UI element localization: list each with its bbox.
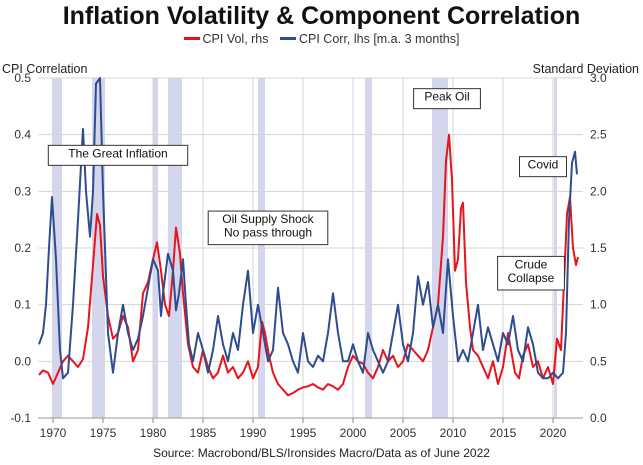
legend-label-cpi-vol: CPI Vol, rhs	[202, 32, 269, 46]
chart-title: Inflation Volatility & Component Correla…	[62, 2, 581, 30]
right-tick-label: 1.0	[590, 298, 607, 312]
annotation-label: Oil Supply Shock	[222, 212, 314, 226]
x-tick-label: 1985	[190, 426, 217, 440]
x-tick-label: 2000	[340, 426, 367, 440]
series-line-cpi-corr	[38, 77, 578, 380]
legend-swatch-blue	[280, 37, 296, 41]
left-tick-label: -0.1	[10, 411, 31, 425]
x-tick-label: 1980	[140, 426, 167, 440]
legend: CPI Vol, rhs CPI Corr, lhs [m.a. 3 month…	[0, 32, 643, 46]
x-tick-label: 1995	[290, 426, 317, 440]
x-tick-label: 1975	[90, 426, 117, 440]
source-note: Source: Macrobond/BLS/Ironsides Macro/Da…	[153, 446, 490, 460]
legend-item-cpi-vol: CPI Vol, rhs	[183, 32, 272, 46]
annotation-label: Crude	[515, 257, 548, 271]
x-tick-label: 1970	[40, 426, 67, 440]
legend-item-cpi-corr: CPI Corr, lhs [m.a. 3 months]	[280, 32, 459, 46]
annotation-box	[207, 210, 329, 246]
left-tick-label: 0.4	[14, 128, 31, 142]
x-tick-label: 2005	[390, 426, 417, 440]
left-tick-label: 0.1	[14, 298, 31, 312]
left-tick-label: 0.0	[14, 354, 31, 368]
x-tick-label: 1990	[240, 426, 267, 440]
right-tick-label: 0.5	[590, 354, 607, 368]
right-tick-label: 2.5	[590, 128, 607, 142]
legend-swatch-red	[183, 37, 200, 41]
right-tick-label: 2.0	[590, 184, 607, 198]
right-tick-label: 0.0	[590, 411, 607, 425]
right-tick-label: 1.5	[590, 241, 607, 255]
right-axis-title: Standard Deviation	[532, 62, 639, 76]
left-tick-label: 0.2	[14, 241, 31, 255]
x-tick-label: 2020	[540, 426, 567, 440]
x-tick-label: 2015	[490, 426, 517, 440]
annotation-box	[519, 156, 567, 178]
annotation-label: Collapse	[508, 271, 555, 285]
right-tick-label: 3.0	[590, 71, 607, 85]
annotation-box	[413, 88, 481, 110]
annotation-label: Peak Oil	[424, 90, 469, 104]
series-line-cpi-vol	[38, 133, 579, 397]
legend-label-cpi-corr: CPI Corr, lhs [m.a. 3 months]	[299, 32, 460, 46]
annotation-label: No pass through	[224, 226, 312, 240]
annotation-box	[47, 144, 189, 166]
left-axis-title: CPI Correlation	[2, 62, 88, 76]
left-tick-label: 0.3	[14, 184, 31, 198]
annotation-label: Covid	[528, 158, 559, 172]
x-tick-label: 2010	[440, 426, 467, 440]
left-tick-label: 0.5	[14, 71, 31, 85]
annotation-box	[497, 255, 565, 291]
annotation-label: The Great Inflation	[68, 146, 167, 160]
